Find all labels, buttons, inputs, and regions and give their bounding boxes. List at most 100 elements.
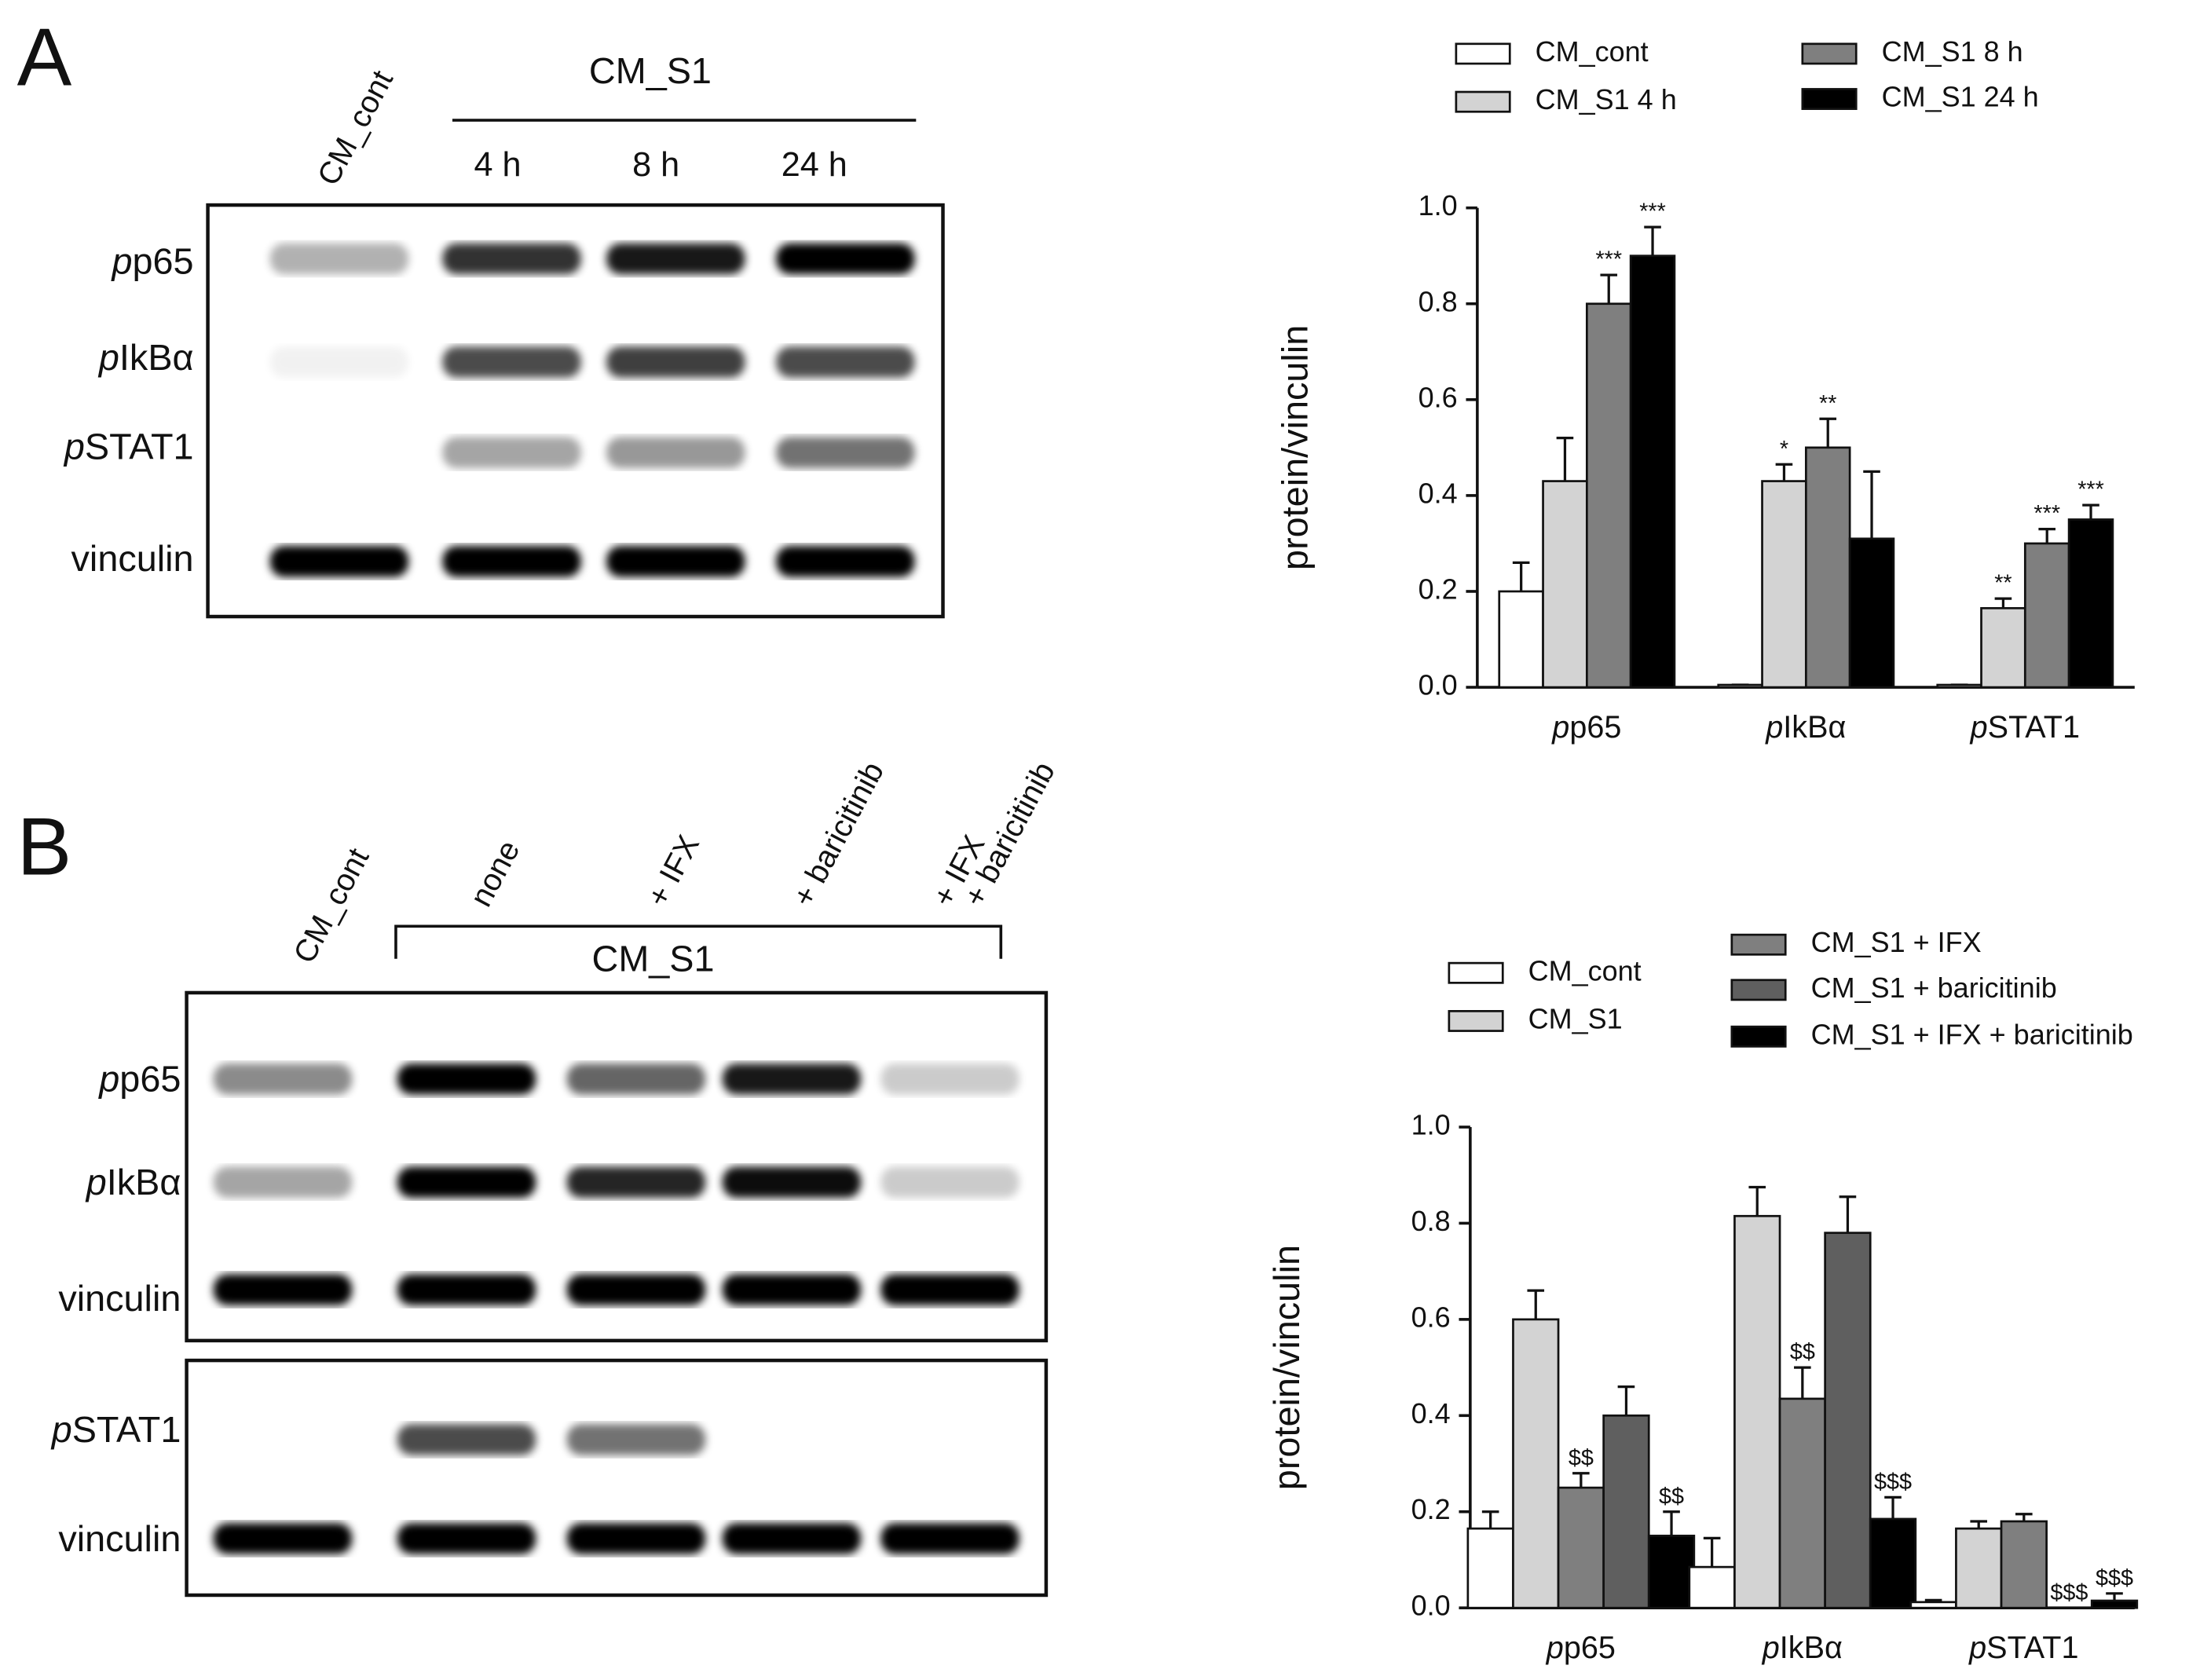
error-bar xyxy=(1748,1185,1766,1217)
blot-band xyxy=(776,346,915,378)
blot-frame xyxy=(206,203,945,619)
blot-band xyxy=(722,1166,862,1199)
y-tick-label: 0.8 xyxy=(1411,1205,1451,1237)
row-label: vinculin xyxy=(58,1278,181,1319)
legend-label: CM_S1 + baricitinib xyxy=(1811,972,2057,1004)
lane-label: none xyxy=(463,835,526,912)
error-bar xyxy=(1703,1536,1721,1568)
x-tick-label: pIkBα xyxy=(1765,711,1846,745)
error-bar xyxy=(1556,437,1574,481)
blot-band xyxy=(606,437,745,468)
error-bar xyxy=(1884,1495,1902,1519)
bar xyxy=(1647,1534,1696,1609)
y-tick-label: 1.0 xyxy=(1411,1109,1451,1141)
row-label: pSTAT1 xyxy=(63,426,194,467)
bar xyxy=(1778,1397,1826,1609)
blot-band xyxy=(397,1274,536,1305)
error-bar xyxy=(1839,1195,1857,1233)
blot-band xyxy=(213,1274,353,1305)
x-tick-label: pp65 xyxy=(1546,1631,1616,1666)
significance-label: $$ xyxy=(1790,1340,1815,1365)
bar xyxy=(1542,480,1588,689)
x-tick-label: pp65 xyxy=(1551,711,1621,745)
row-label: pp65 xyxy=(110,241,193,282)
blot-band xyxy=(269,346,409,378)
significance-label: *** xyxy=(1639,199,1666,225)
legend-swatch xyxy=(1730,979,1787,1001)
blot-band xyxy=(213,1063,353,1095)
blot-band xyxy=(880,1523,1019,1554)
blot-band xyxy=(880,1274,1019,1305)
significance-label: *** xyxy=(1595,247,1622,273)
legend-label: CM_S1 xyxy=(1528,1002,1623,1034)
significance-label: $$ xyxy=(1569,1445,1594,1470)
x-tick-label: pSTAT1 xyxy=(1968,1631,2078,1666)
significance-label: $$$ xyxy=(1874,1470,1912,1495)
blot-band xyxy=(269,545,409,577)
legend-label: CM_cont xyxy=(1528,954,1642,986)
bar xyxy=(1936,683,1982,689)
lane-label: CM_cont xyxy=(311,65,400,192)
y-axis-label: protein/vinculin xyxy=(1266,1245,1307,1490)
legend-swatch xyxy=(1730,1025,1787,1048)
blot-band xyxy=(442,346,581,378)
row-label: vinculin xyxy=(71,538,194,579)
bar xyxy=(1688,1565,1736,1609)
y-tick-label: 0.4 xyxy=(1411,1397,1451,1429)
legend-swatch xyxy=(1455,42,1511,65)
error-bar xyxy=(1794,1366,1811,1399)
blot-band xyxy=(880,1166,1019,1199)
y-tick-label: 0.4 xyxy=(1418,477,1458,509)
lane-label: + baricitinib xyxy=(957,756,1061,912)
lane-label: + baricitinib xyxy=(786,756,891,912)
blot-band xyxy=(269,243,409,275)
error-bar xyxy=(1617,1385,1635,1416)
y-tick-label: 0.2 xyxy=(1411,1493,1451,1525)
error-bar xyxy=(1481,1510,1499,1529)
error-bar xyxy=(2015,1513,2033,1521)
blot-band xyxy=(566,1274,706,1305)
legend-swatch xyxy=(1448,1010,1504,1032)
blot-band xyxy=(566,1424,706,1455)
error-bar xyxy=(2082,503,2099,520)
bar xyxy=(1804,446,1851,689)
legend-label: CM_S1 8 h xyxy=(1882,35,2023,68)
blot-band xyxy=(566,1523,706,1554)
x-tick-label: pSTAT1 xyxy=(1970,711,2080,745)
significance-label: * xyxy=(1780,437,1788,462)
blot-band xyxy=(442,437,581,468)
legend-swatch xyxy=(1801,42,1858,65)
legend-label: CM_S1 24 h xyxy=(1882,81,2039,113)
significance-label: $$$ xyxy=(2050,1580,2088,1605)
y-tick-label: 0.0 xyxy=(1411,1590,1451,1622)
blot-band xyxy=(606,545,745,577)
legend-label: CM_S1 + IFX + baricitinib xyxy=(1811,1018,2133,1050)
significance-label: *** xyxy=(2077,478,2104,503)
error-bar xyxy=(1600,273,1618,304)
blot-frame xyxy=(185,990,1049,1343)
blot-band xyxy=(397,1424,536,1455)
y-tick-label: 0.2 xyxy=(1418,573,1458,605)
legend-swatch xyxy=(1801,88,1858,110)
blot-band xyxy=(397,1166,536,1199)
blot-band xyxy=(880,1063,1019,1095)
y-tick-label: 1.0 xyxy=(1418,189,1458,221)
row-label: pp65 xyxy=(97,1059,181,1100)
row-label: vinculin xyxy=(58,1518,181,1559)
bar xyxy=(1980,606,2026,689)
x-tick-label: pIkBα xyxy=(1762,1631,1843,1666)
blot-band xyxy=(397,1063,536,1095)
row-label: pIkBα xyxy=(97,337,194,378)
error-bar xyxy=(1819,417,1837,448)
lane-label: CM_cont xyxy=(287,843,375,969)
blot-band xyxy=(722,1063,862,1095)
legend-swatch xyxy=(1448,961,1504,984)
group-bracket xyxy=(394,924,1003,959)
legend-swatch xyxy=(1455,90,1511,113)
blot-frame xyxy=(185,1358,1049,1598)
blot-band xyxy=(776,545,915,577)
bar xyxy=(2000,1520,2048,1609)
bar xyxy=(2023,542,2070,689)
